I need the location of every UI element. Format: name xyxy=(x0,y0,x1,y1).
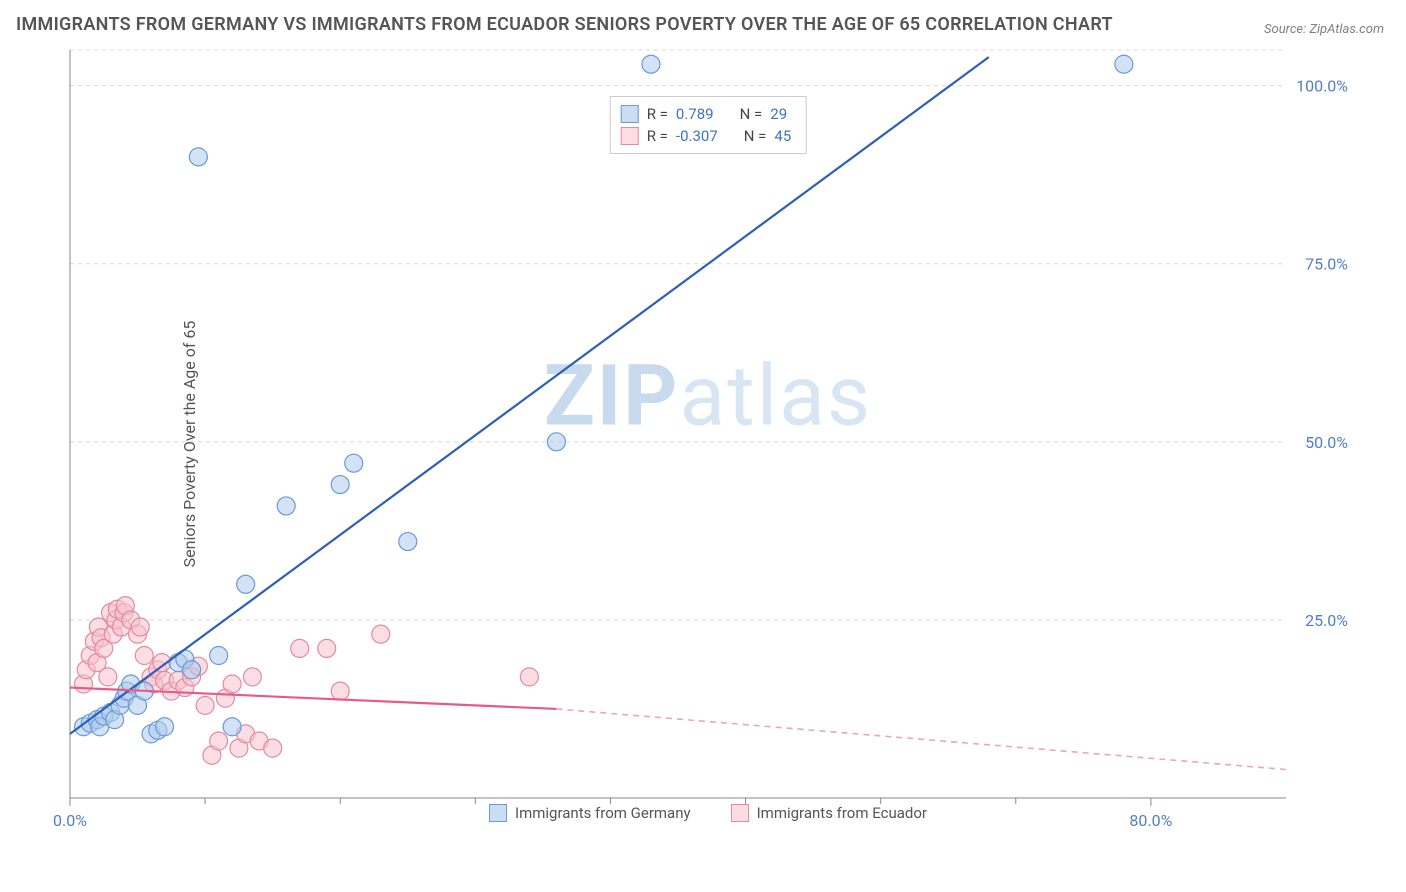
svg-text:100.0%: 100.0% xyxy=(1296,77,1348,96)
source-label: Source: xyxy=(1264,22,1306,37)
series-name-germany: Immigrants from Germany xyxy=(515,804,691,822)
n-value-germany: 29 xyxy=(770,103,787,125)
swatch-ecuador xyxy=(621,127,639,145)
chart-area: Seniors Poverty Over the Age of 65 ZIPat… xyxy=(52,48,1364,840)
chart-title: IMMIGRANTS FROM GERMANY VS IMMIGRANTS FR… xyxy=(16,14,1113,35)
r-label: R = xyxy=(647,103,668,125)
n-value-ecuador: 45 xyxy=(774,125,791,147)
legend-row-ecuador: R = -0.307 N = 45 xyxy=(621,125,792,147)
swatch-ecuador xyxy=(731,804,749,822)
swatch-germany xyxy=(489,804,507,822)
svg-text:25.0%: 25.0% xyxy=(1305,611,1348,630)
series-name-ecuador: Immigrants from Ecuador xyxy=(757,804,927,822)
legend-item-ecuador: Immigrants from Ecuador xyxy=(731,804,927,822)
series-legend: Immigrants from Germany Immigrants from … xyxy=(489,804,927,822)
scatter-plot: 25.0% 50.0% 75.0% 100.0% 0.0% 80.0% xyxy=(52,48,1364,840)
source-value: ZipAtlas.com xyxy=(1309,22,1384,37)
r-label: R = xyxy=(647,125,668,147)
svg-text:75.0%: 75.0% xyxy=(1305,255,1348,274)
correlation-legend: R = 0.789 N = 29 R = -0.307 N = 45 xyxy=(610,96,807,154)
swatch-germany xyxy=(621,105,639,123)
n-label: N = xyxy=(744,125,767,147)
r-value-ecuador: -0.307 xyxy=(676,125,718,147)
svg-text:80.0%: 80.0% xyxy=(1129,811,1172,830)
svg-text:0.0%: 0.0% xyxy=(53,811,87,830)
source-attribution: Source: ZipAtlas.com xyxy=(1264,22,1384,37)
r-value-germany: 0.789 xyxy=(676,103,714,125)
legend-row-germany: R = 0.789 N = 29 xyxy=(621,103,792,125)
legend-item-germany: Immigrants from Germany xyxy=(489,804,691,822)
svg-text:50.0%: 50.0% xyxy=(1305,433,1348,452)
n-label: N = xyxy=(740,103,763,125)
